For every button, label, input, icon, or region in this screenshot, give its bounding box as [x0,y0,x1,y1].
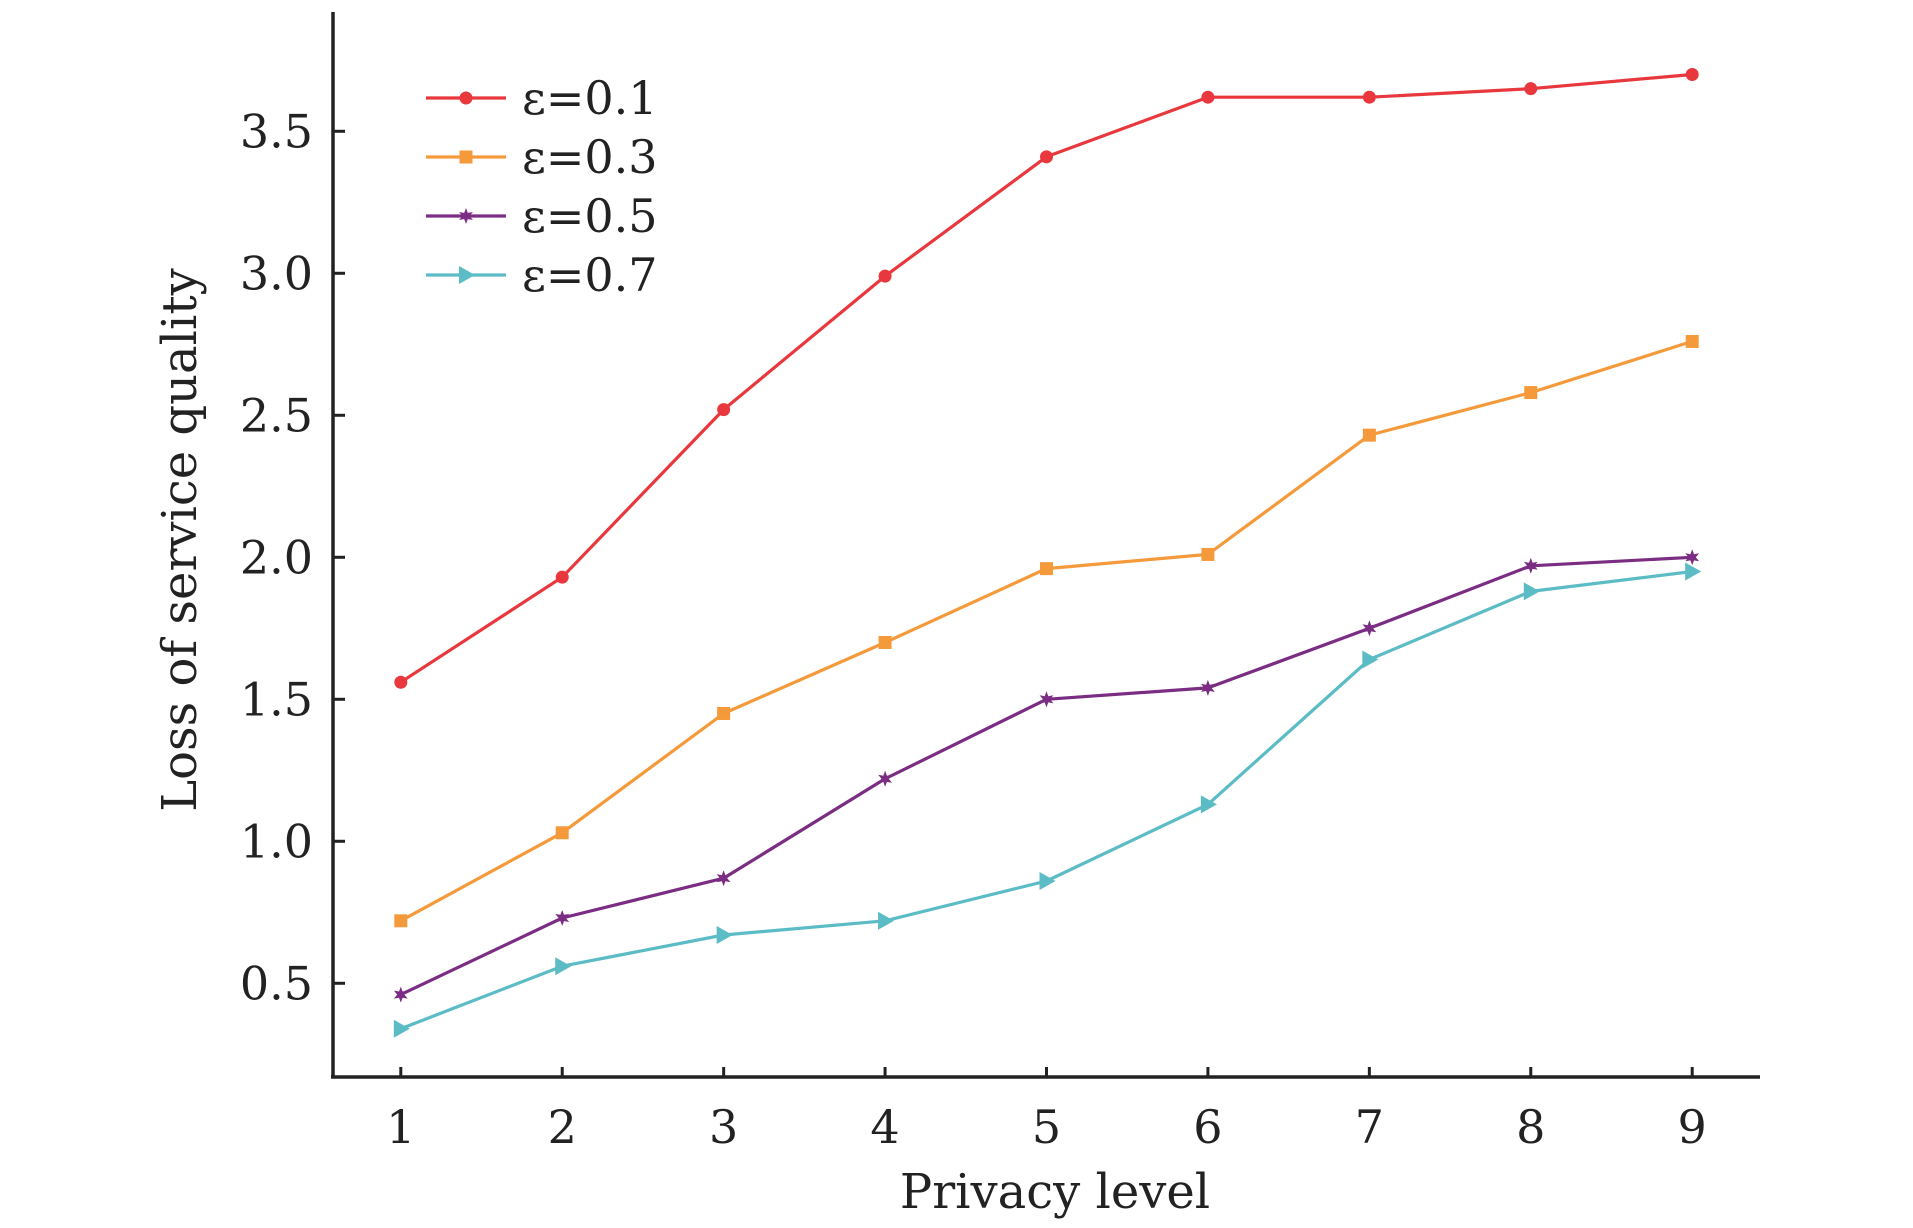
data-point [1362,90,1376,104]
data-point [1524,82,1538,96]
data-point [1524,386,1538,400]
data-point [1201,90,1215,104]
data-point [1685,67,1699,81]
data-point [555,957,572,976]
legend-label: ε=0.7 [522,248,658,302]
legend-marker [459,208,473,224]
y-tick-label: 2.5 [240,388,313,442]
y-tick-label: 2.0 [240,530,313,584]
data-point [1200,795,1217,814]
x-tick-label: 2 [548,1100,577,1154]
data-point [878,635,892,649]
x-tick-label: 8 [1516,1100,1545,1154]
series-line-4 [400,569,1693,1031]
series-line-2 [400,339,1693,923]
x-tick-label: 3 [709,1100,738,1154]
data-point [555,910,570,926]
x-tick-label: 7 [1355,1100,1384,1154]
legend-marker [459,150,473,164]
data-point [716,870,731,887]
y-axis-title: Loss of service quality [152,268,208,812]
data-point [1685,549,1700,566]
data-point [1201,679,1215,696]
data-point [1040,150,1053,164]
data-point [1362,620,1377,637]
data-point [878,911,895,930]
data-point [393,986,408,1003]
x-tick-label: 9 [1678,1100,1707,1154]
axes: 1 2 3 4 5 6 7 8 9 0.5 1.0 1.5 2.0 2.5 3.0 3.5 [240,12,1760,1154]
y-tick-label: 3.5 [240,104,313,158]
data-point [555,570,569,584]
x-axis-title: Privacy level [900,1164,1210,1220]
y-tick-label: 1.5 [240,672,313,726]
x-tick-label: 5 [1032,1100,1061,1154]
data-point [1685,334,1699,348]
data-point [1201,547,1215,561]
data-point [394,914,408,928]
y-tick-label: 0.5 [240,956,313,1010]
y-tick-label: 1.0 [240,814,313,868]
legend-marker [459,266,475,284]
data-point [1685,562,1702,581]
data-point [1040,562,1053,576]
data-point [1039,691,1054,708]
data-point [717,706,731,720]
data-point [878,269,892,283]
data-point [1039,872,1056,891]
data-point [1362,650,1379,669]
data-point [717,403,731,417]
x-tick-label: 6 [1193,1100,1222,1154]
data-point [1523,557,1538,574]
legend-label: ε=0.1 [522,71,658,125]
plot-area [393,67,1702,1038]
y-tick-label: 3.0 [240,246,313,300]
data-point [393,1019,410,1038]
legend-marker [459,91,473,105]
legend-label: ε=0.5 [522,189,658,243]
x-tick-label: 1 [386,1100,415,1154]
legend: ε=0.1ε=0.3ε=0.5ε=0.7 [426,71,658,302]
data-point [878,770,892,787]
legend-label: ε=0.3 [522,130,658,184]
data-point [716,926,733,944]
data-point [555,826,569,840]
data-point [1362,428,1376,442]
data-point [1523,582,1540,601]
data-point [394,675,408,689]
x-tick-label: 4 [870,1100,899,1154]
series-line-3 [400,555,1693,997]
